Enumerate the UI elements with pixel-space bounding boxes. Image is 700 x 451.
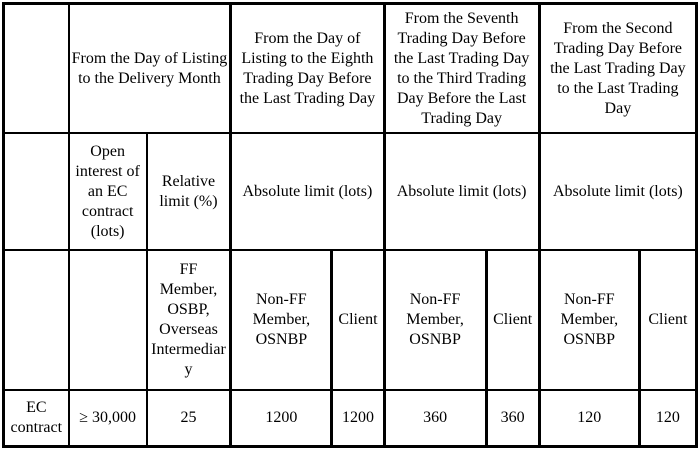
header-row-limit-types: Open interest of an EC contract (lots) R…: [2, 132, 698, 252]
non-ff-member-header-2: Non-FF Member, OSNBP: [382, 249, 488, 392]
non-ff-member-header-1: Non-FF Member, OSNBP: [229, 249, 333, 392]
period-header-second-to-last-day: From the Second Trading Day Before the L…: [537, 2, 698, 135]
relative-limit-value: 25: [145, 389, 232, 448]
data-row-ec-contract: EC contract ≥ 30,000 25 1200 1200 360 36…: [2, 389, 698, 448]
period-header-seventh-to-third-day: From the Seventh Trading Day Before the …: [382, 2, 541, 135]
ff-member-header: FF Member, OSBP, Overseas Intermediary: [145, 249, 232, 392]
period-header-eighth-day: From the Day of Listing to the Eighth Tr…: [229, 2, 386, 135]
absolute-limit-header-2: Absolute limit (lots): [382, 132, 541, 252]
client-header-2: Client: [484, 249, 541, 392]
absolute-limit-value-non-ff-2: 360: [382, 389, 488, 448]
period-header-delivery-month: From the Day of Listing to the Delivery …: [67, 2, 232, 135]
non-ff-member-header-3: Non-FF Member, OSNBP: [537, 249, 641, 392]
open-interest-header: Open interest of an EC contract (lots): [67, 132, 148, 252]
ec-contract-label: EC contract: [2, 389, 70, 448]
blank-cell-open-interest: [67, 249, 148, 392]
corner-cell-r3: [2, 249, 70, 392]
absolute-limit-value-client-2: 360: [484, 389, 541, 448]
corner-cell-r1: [2, 2, 70, 135]
corner-cell-r2: [2, 132, 70, 252]
open-interest-value: ≥ 30,000: [67, 389, 148, 448]
relative-limit-header: Relative limit (%): [145, 132, 232, 252]
absolute-limit-value-non-ff-1: 1200: [229, 389, 333, 448]
absolute-limit-value-client-1: 1200: [330, 389, 386, 448]
absolute-limit-header-3: Absolute limit (lots): [537, 132, 698, 252]
absolute-limit-value-client-3: 120: [637, 389, 698, 448]
header-row-participants: FF Member, OSBP, Overseas Intermediary N…: [2, 249, 698, 392]
client-header-1: Client: [330, 249, 386, 392]
header-row-periods: From the Day of Listing to the Delivery …: [2, 2, 698, 135]
absolute-limit-header-1: Absolute limit (lots): [229, 132, 386, 252]
client-header-3: Client: [637, 249, 698, 392]
absolute-limit-value-non-ff-3: 120: [537, 389, 641, 448]
